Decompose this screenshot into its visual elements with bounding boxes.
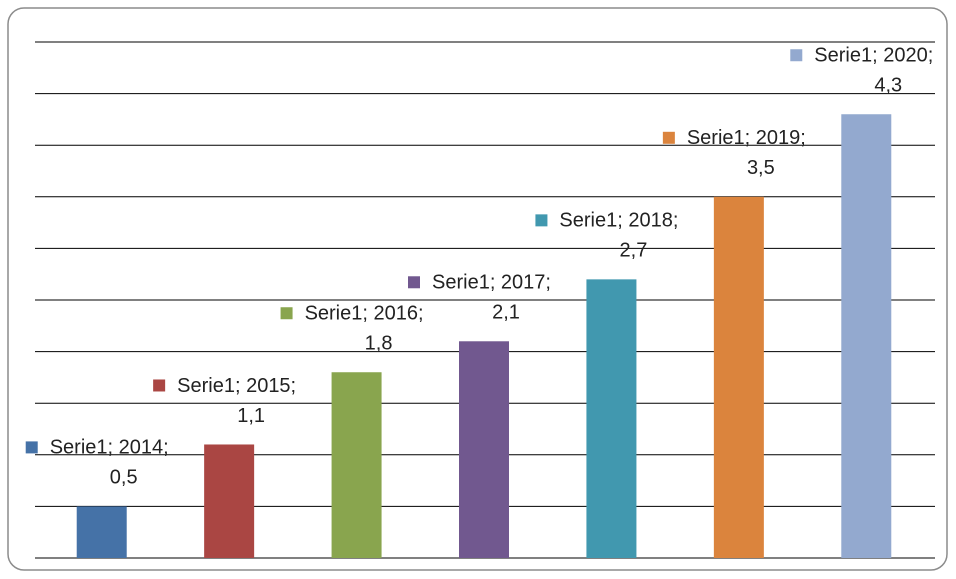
label-swatch xyxy=(408,276,420,289)
bar xyxy=(331,372,382,558)
label-swatch xyxy=(25,441,38,454)
label-swatch xyxy=(662,131,675,144)
bar xyxy=(204,444,255,558)
data-label-name: Serie1; 2015; xyxy=(177,375,296,397)
data-label-name: Serie1; 2014; xyxy=(50,437,169,459)
data-label: 1,1 xyxy=(237,405,265,427)
data-label-name: Serie1; 2017; xyxy=(432,272,551,294)
data-label-name: Serie1; 2016; xyxy=(305,303,424,325)
label-swatch xyxy=(153,379,166,392)
data-label-name: Serie1; 2020; xyxy=(814,45,933,67)
label-swatch xyxy=(790,49,803,62)
data-label: 4,3 xyxy=(874,75,902,97)
data-label-name: Serie1; 2019; xyxy=(687,127,806,149)
chart-frame xyxy=(7,7,948,571)
bar xyxy=(76,506,127,558)
bar xyxy=(841,114,892,559)
bar xyxy=(713,196,764,559)
label-swatch xyxy=(280,307,293,320)
data-label: 2,7 xyxy=(620,240,648,262)
bar xyxy=(586,279,637,558)
label-swatch xyxy=(535,214,548,227)
data-label: 3,5 xyxy=(747,157,775,179)
data-label: 1,8 xyxy=(365,333,393,355)
data-label: 0,5 xyxy=(110,467,138,489)
bar xyxy=(459,341,509,558)
data-label-name: Serie1; 2018; xyxy=(559,210,678,232)
data-label: 2,1 xyxy=(492,302,520,324)
